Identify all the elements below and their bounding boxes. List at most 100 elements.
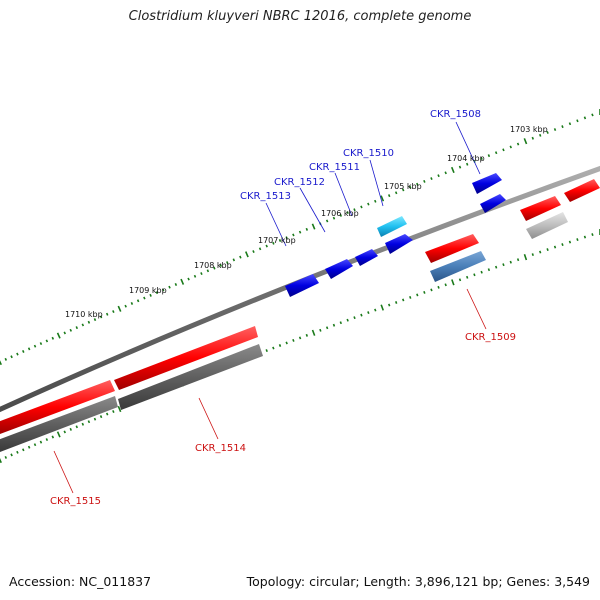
outer-tick-mark (311, 223, 316, 230)
gene-labels: CKR_1508 CKR_1509 CKR_1510 CKR_1511 CKR_… (50, 109, 516, 507)
inner-tick-mark (502, 263, 505, 267)
inner-tick-mark (539, 250, 542, 254)
leader-ckr-1514 (198, 397, 219, 440)
outer-tick-mark (124, 304, 127, 308)
inner-tick-mark (346, 318, 349, 322)
leader-ckr-1512 (299, 187, 326, 233)
gene-label-ckr-1513: CKR_1513 (240, 191, 291, 202)
outer-tick-mark (298, 230, 302, 234)
outer-tick-mark (56, 332, 61, 339)
inner-tick-mark (99, 415, 103, 419)
inner-tick-mark (509, 260, 512, 264)
outer-tick-mark (423, 179, 426, 183)
inner-tick-mark (444, 283, 447, 287)
outer-tick-mark (136, 299, 140, 303)
gene-arrow-right-red (520, 196, 561, 221)
gene-arrow-ckr-1510 (377, 216, 407, 237)
kbp-labels: 1703 kbp 1704 kbp 1705 kbp 1706 kbp 1707… (65, 125, 548, 319)
outer-tick-mark (27, 347, 31, 351)
inner-tick-mark (494, 265, 498, 269)
inner-tick-mark (583, 235, 587, 239)
inner-tick-mark (416, 293, 419, 297)
outer-tick-mark (416, 182, 419, 186)
inner-tick-mark (16, 450, 19, 454)
inner-tick-mark (63, 430, 66, 434)
inner-tick-mark (353, 316, 356, 320)
gene-arrow-top-right-red (564, 179, 600, 202)
outer-tick-mark (516, 142, 520, 146)
gene-arrow-ckr-1511 (355, 249, 378, 266)
map-title: Clostridium kluyveri NBRC 12016, complet… (128, 9, 472, 24)
inner-tick-mark (51, 435, 55, 439)
inner-tick-mark (325, 326, 329, 330)
outer-tick-mark (161, 288, 165, 292)
outer-tick-mark (458, 165, 462, 169)
inner-tick-mark (516, 258, 520, 262)
inner-tick-mark (33, 443, 37, 447)
inner-tick-mark (437, 285, 440, 289)
inner-tick-mark (402, 298, 405, 302)
inner-tick-mark (305, 333, 309, 337)
outer-tick-mark (553, 128, 557, 131)
inner-tick-mark (22, 448, 25, 452)
outer-tick-mark (0, 360, 2, 366)
kbp-label: 1710 kbp (65, 310, 103, 319)
outer-tick-mark (245, 251, 249, 258)
outer-tick-mark (332, 216, 336, 220)
outer-tick-mark (546, 130, 549, 134)
inner-tick-mark (56, 431, 61, 438)
outer-tick-mark (278, 239, 282, 242)
outer-tick-mark (143, 296, 146, 300)
genome-backbone (0, 165, 600, 413)
outer-tick-mark (561, 125, 564, 129)
outer-tick-mark (105, 312, 109, 316)
inner-tick-mark (367, 311, 370, 315)
gene-label-ckr-1514: CKR_1514 (195, 443, 246, 454)
outer-tick-mark (180, 278, 185, 285)
inner-tick-mark (374, 308, 377, 312)
gene-label-ckr-1512: CKR_1512 (274, 177, 325, 188)
outer-tick-mark (117, 305, 122, 312)
outer-tick-mark (258, 247, 262, 251)
outer-tick-mark (374, 199, 377, 203)
outer-tick-mark (10, 355, 13, 359)
outer-tick-mark (87, 320, 91, 324)
inner-tick-mark (451, 279, 455, 286)
outer-tick-mark (130, 302, 134, 305)
inner-tick-mark (561, 243, 564, 247)
outer-tick-mark (502, 148, 505, 152)
outer-tick-mark (174, 283, 178, 286)
inner-tick-mark (568, 240, 572, 244)
gene-arrow-ckr-1509-red (425, 234, 479, 263)
outer-tick-mark (531, 136, 535, 140)
inner-tick-mark (523, 254, 528, 261)
inner-tick-mark (380, 304, 384, 311)
outer-tick-mark (339, 213, 343, 217)
outer-tick-mark (213, 266, 216, 270)
gene-label-ckr-1509: CKR_1509 (465, 332, 516, 343)
inner-tick-mark (409, 296, 412, 299)
outer-tick-mark (494, 151, 498, 155)
outer-tick-mark (149, 293, 152, 297)
inner-tick-mark (576, 238, 579, 241)
inner-tick-mark (278, 344, 282, 347)
inner-tick-mark (285, 341, 288, 345)
inner-tick-mark (45, 438, 49, 442)
gene-arrow-ckr-1514 (118, 344, 263, 410)
outer-tick-mark (51, 336, 55, 340)
inner-tick-mark (27, 445, 31, 449)
inner-tick-mark (332, 323, 336, 327)
outer-tick-mark (265, 244, 268, 248)
inner-tick-mark (311, 329, 316, 336)
outer-tick-mark (16, 352, 19, 356)
inner-tick-mark (480, 270, 483, 274)
inner-tick-mark (430, 288, 433, 292)
label-leader-lines (53, 121, 487, 494)
outer-tick-mark (480, 157, 483, 160)
outer-tick-mark (232, 258, 236, 262)
outer-tick-mark (394, 191, 398, 195)
gene-arrow-ckr-1508-b (480, 194, 506, 213)
outer-tick-mark (272, 241, 275, 245)
kbp-label: 1707 kbp (258, 236, 296, 245)
gene-arrow-ckr-1510-fwd (385, 234, 413, 254)
